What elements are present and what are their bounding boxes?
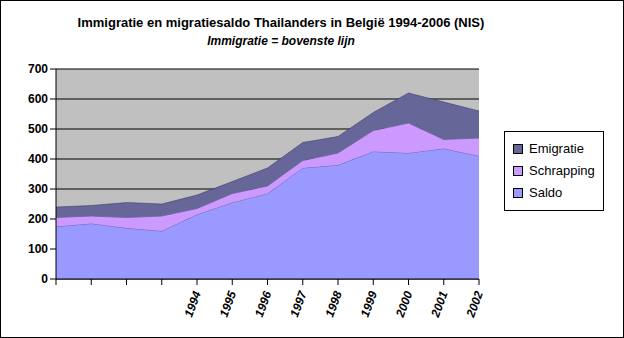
html-text:Emigratie: Emigratie: [529, 141, 584, 156]
svg-text:1998: 1998: [323, 289, 345, 319]
html-text:Schrapping: Schrapping: [529, 163, 595, 178]
html-text:Immigratie = bovenste lijn: Immigratie = bovenste lijn: [207, 34, 355, 48]
html-text:Saldo: Saldo: [529, 185, 563, 200]
svg-text:100: 100: [28, 242, 48, 256]
svg-text:1999: 1999: [358, 289, 380, 319]
svg-text:300: 300: [28, 182, 48, 196]
svg-text:700: 700: [28, 62, 48, 76]
svg-text:1996: 1996: [252, 289, 274, 319]
svg-text:1997: 1997: [287, 288, 310, 319]
svg-text:1994: 1994: [182, 289, 204, 319]
svg-text:200: 200: [28, 212, 48, 226]
svg-text:600: 600: [28, 92, 48, 106]
svg-text:0: 0: [41, 272, 48, 286]
svg-text:2001: 2001: [428, 289, 451, 320]
html-text:Immigratie en migratiesaldo Th: Immigratie en migratiesaldo Thailanders …: [77, 15, 485, 30]
svg-text:2000: 2000: [393, 289, 416, 320]
svg-text:400: 400: [28, 152, 48, 166]
svg-text:1995: 1995: [217, 289, 239, 319]
svg-text:2002: 2002: [463, 289, 486, 320]
svg-text:500: 500: [28, 122, 48, 136]
